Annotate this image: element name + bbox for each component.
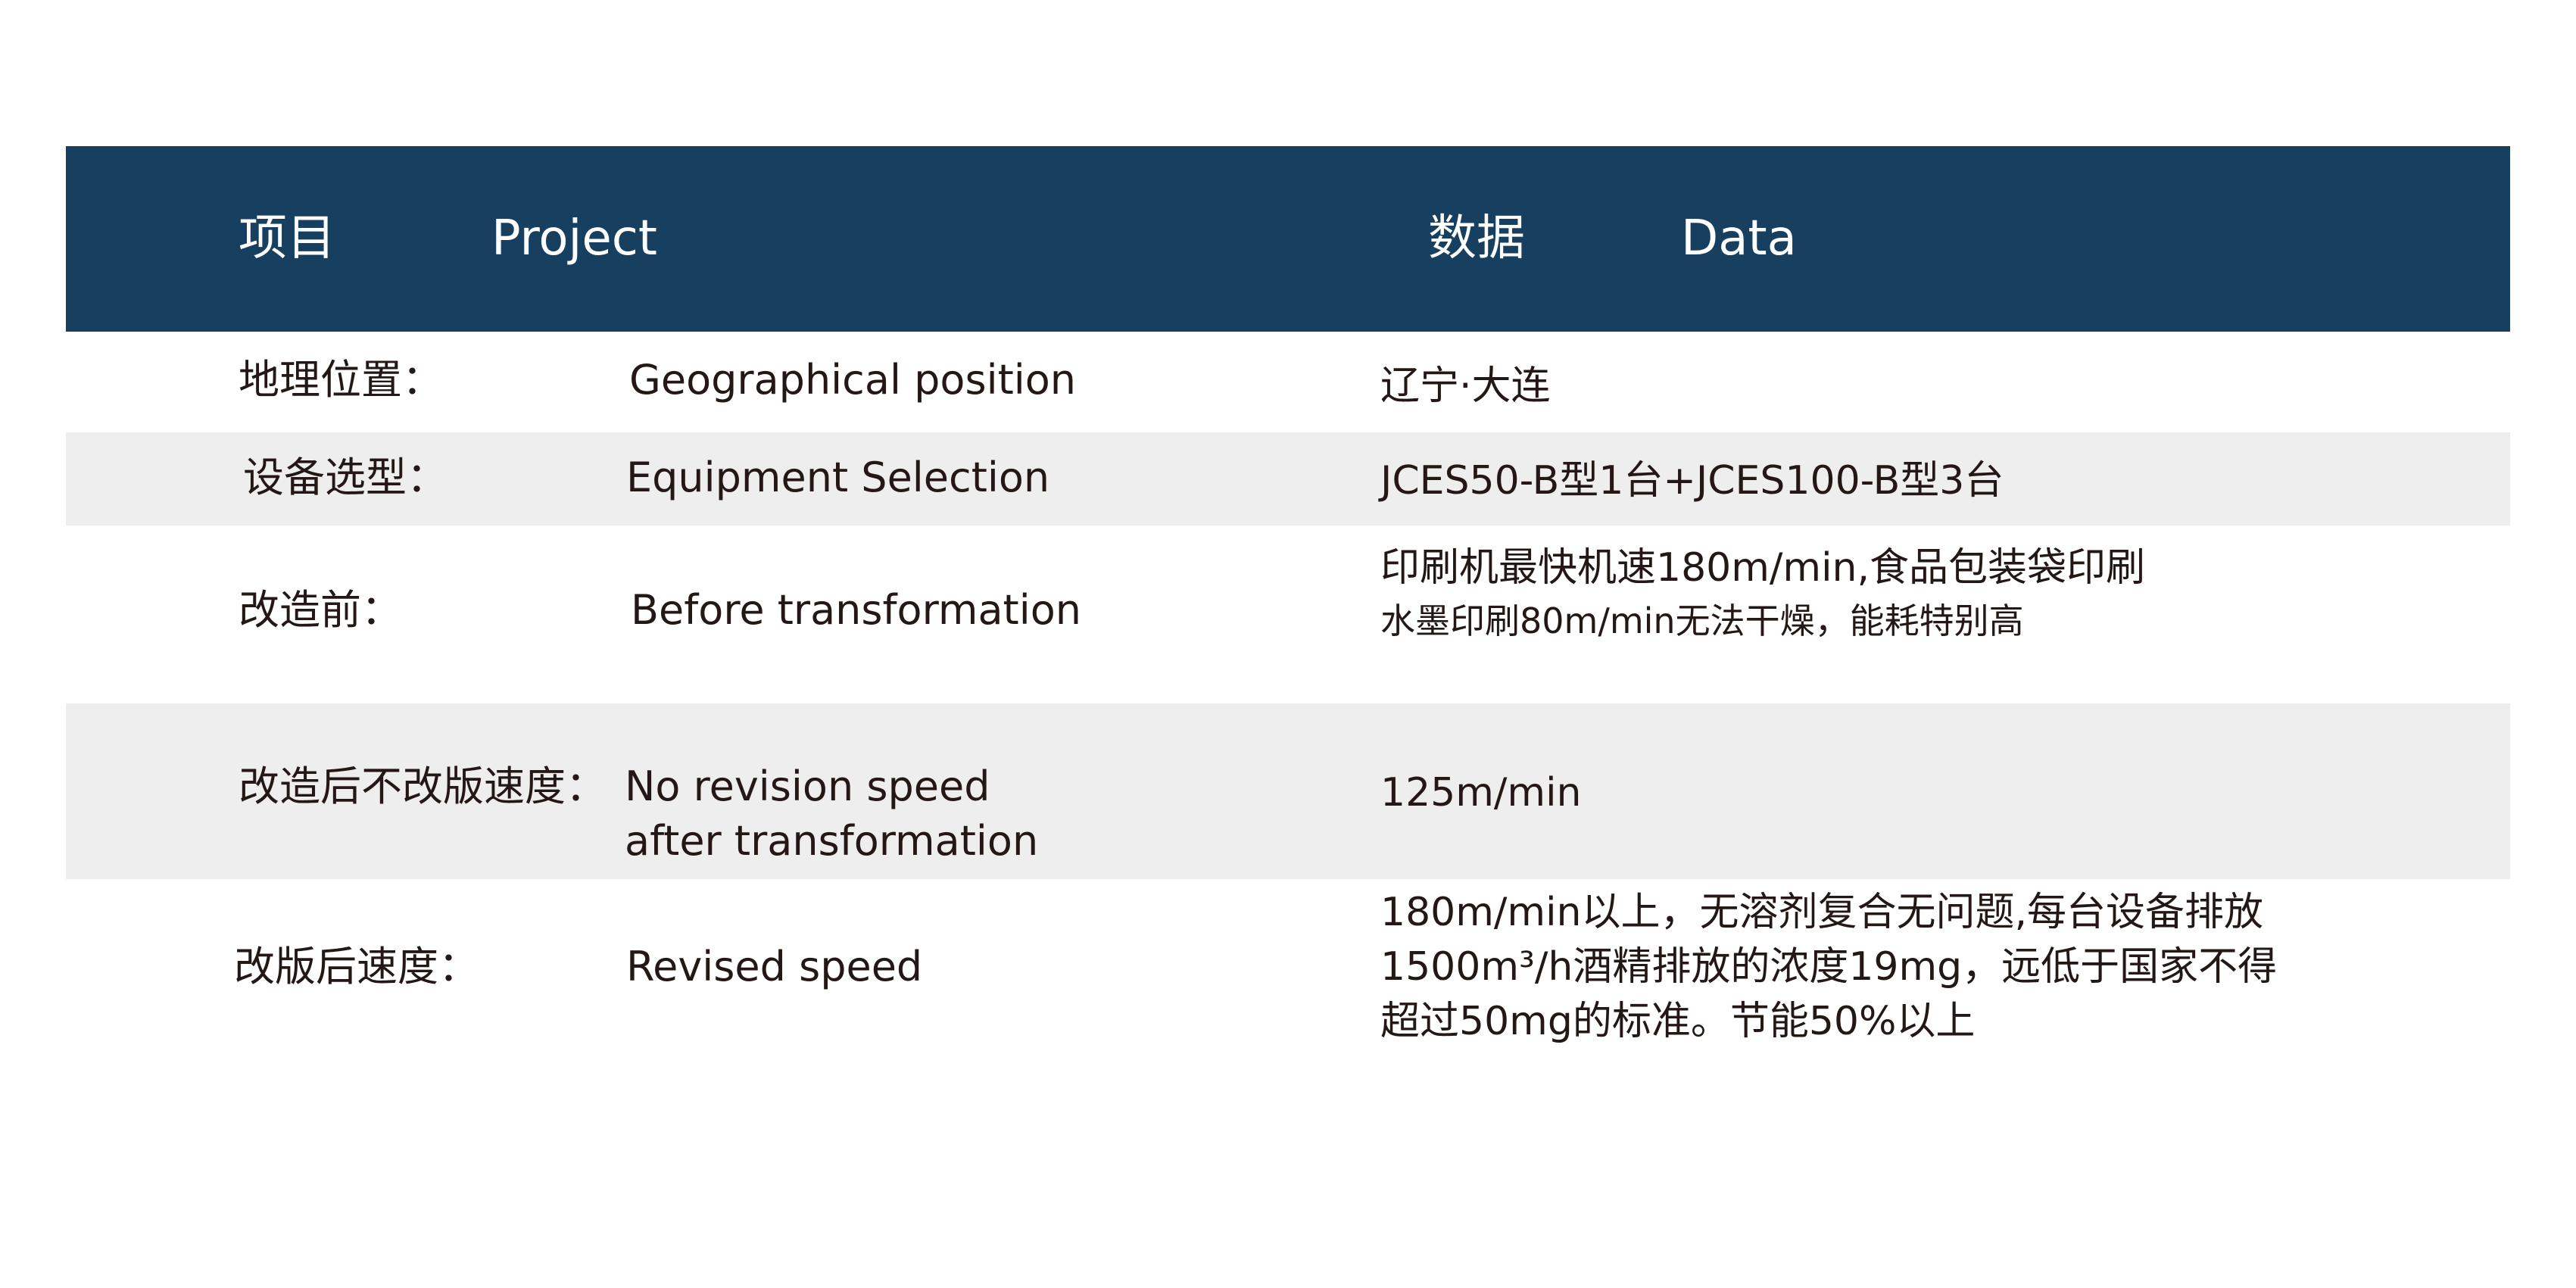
label-en: after transformation (625, 817, 1039, 865)
header-project-cn: 项目 (239, 211, 335, 267)
label-en: Equipment Selection (626, 454, 1050, 501)
data-line: 180m/min以上，无溶剂复合无问题,每台设备排放 (1380, 890, 2264, 935)
header-data-en: Data (1681, 211, 1797, 267)
table-row: 地理位置： Geographical position 辽宁·大连 (66, 332, 2510, 432)
data-value: 辽宁·大连 (1380, 363, 1551, 409)
table-row: 改造前： Before transformation 印刷机最快机速180m/m… (66, 525, 2510, 703)
label-cn: 设备选型： (243, 454, 448, 501)
header-project-en: Project (491, 211, 657, 267)
label-cn: 改造后不改版速度： (239, 763, 607, 810)
data-line: 水墨印刷80m/min无法干燥，能耗特别高 (1380, 600, 2024, 641)
data-value: JCES50-B型1台+JCES100-B型3台 (1380, 458, 2004, 504)
label-cn: 地理位置： (239, 356, 443, 404)
label-en: No revision speed (625, 763, 990, 810)
data-line: 印刷机最快机速180m/min,食品包装袋印刷 (1380, 545, 2146, 591)
data-line: 1500m³/h酒精排放的浓度19mg，远低于国家不得 (1380, 944, 2278, 990)
label-cn: 改造前： (239, 586, 402, 634)
label-en: Revised speed (626, 943, 923, 990)
table-row: 改版后速度： Revised speed 180m/min以上，无溶剂复合无问题… (66, 879, 2510, 1068)
table-row: 改造后不改版速度： No revision speed after transf… (66, 703, 2510, 879)
data-value: 125m/min (1380, 770, 1582, 816)
data-line: 超过50mg的标准。节能50%以上 (1380, 999, 1976, 1044)
label-cn: 改版后速度： (234, 943, 479, 990)
label-en: Before transformation (631, 586, 1081, 634)
table-row: 设备选型： Equipment Selection JCES50-B型1台+JC… (66, 432, 2510, 525)
label-en: Geographical position (629, 356, 1077, 404)
table-header: 项目 Project 数据 Data (66, 146, 2510, 332)
header-data-cn: 数据 (1428, 211, 1525, 267)
